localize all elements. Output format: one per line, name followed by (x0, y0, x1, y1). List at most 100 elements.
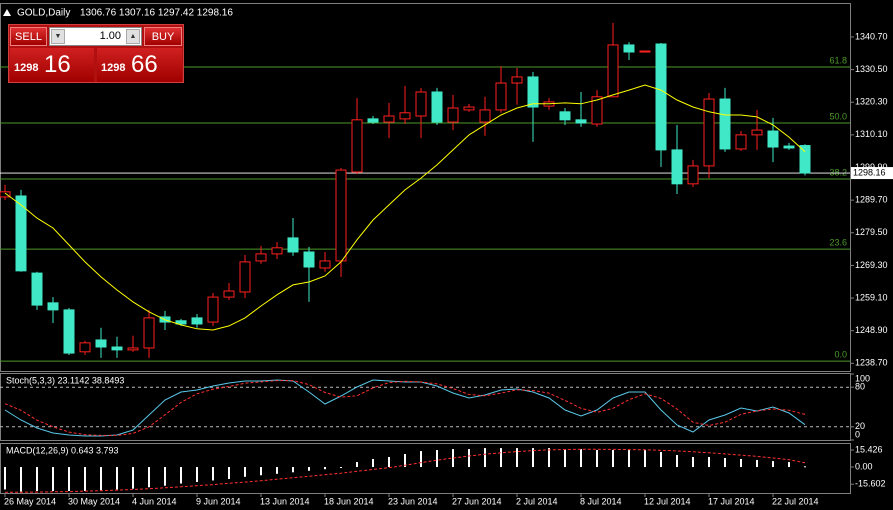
candle-body (367, 118, 379, 123)
candle-body (767, 130, 779, 148)
histogram-bar (244, 467, 246, 477)
histogram-bar (580, 449, 582, 468)
candle-body (463, 106, 475, 111)
indicator-line (4, 379, 806, 437)
histogram-bar (404, 454, 406, 468)
lot-increase[interactable]: ▲ (126, 29, 140, 44)
candle-body (655, 43, 667, 151)
candle-body (495, 82, 507, 111)
candle-body (687, 165, 699, 185)
fib-label: 50.0 (829, 111, 847, 121)
x-tick-label: 27 Jun 2014 (452, 496, 502, 506)
candle-body (783, 145, 795, 149)
candle-body (511, 76, 523, 84)
histogram-bar (484, 448, 486, 468)
candle-body (47, 302, 59, 311)
candle-body (559, 111, 571, 121)
symbol-title: GOLD,Daily (17, 8, 70, 19)
candle-body (399, 112, 411, 120)
x-tick-label: 18 Jun 2014 (324, 496, 374, 506)
histogram-bar (20, 467, 22, 492)
x-tick-label: 26 May 2014 (4, 496, 56, 506)
candle-body (0, 191, 11, 198)
y-tick-label: 1238.70 (855, 358, 888, 368)
histogram-bar (212, 467, 214, 481)
panel-frame (0, 443, 851, 494)
histogram-bar (740, 458, 742, 468)
candle-body (719, 98, 731, 150)
y-tick-label: 0.00 (855, 461, 873, 471)
histogram-bar (292, 467, 294, 473)
bid-base: 1298 (14, 62, 39, 74)
candle-body (351, 119, 363, 173)
histogram-bar (468, 449, 470, 468)
y-tick-label: 80 (855, 382, 865, 392)
histogram-bar (116, 467, 118, 490)
y-tick-label: 1340.70 (855, 31, 888, 41)
lot-value: 1.00 (99, 30, 121, 42)
indicator-title: MACD(12,26,9) 0.643 3.793 (6, 445, 119, 455)
indicator-line (4, 380, 806, 436)
y-tick-label: 1259.10 (855, 292, 888, 302)
candle-body (239, 261, 251, 293)
candle-body (575, 119, 587, 124)
histogram-bar (596, 450, 598, 468)
histogram-bar (532, 448, 534, 468)
candle-body (415, 91, 427, 117)
histogram-bar (4, 467, 6, 490)
candle-body (799, 145, 811, 174)
histogram-bar (68, 467, 70, 492)
plot-layer: 1340.70 1330.50 1320.30 1310.10 1299.90 1289.… (0, 3, 893, 506)
histogram-bar (452, 449, 454, 468)
y-tick-label: 1279.50 (855, 227, 888, 237)
histogram-bar (420, 451, 422, 468)
y-tick-label: 0 (855, 429, 860, 439)
lot-input[interactable]: ▼ 1.00 ▲ (49, 27, 142, 46)
x-tick-label: 30 May 2014 (68, 496, 120, 506)
histogram-bar (132, 467, 134, 489)
histogram-bar (324, 467, 326, 470)
y-tick-label: 1310.10 (855, 129, 888, 139)
histogram-bar (52, 467, 54, 492)
candle-body (607, 44, 619, 98)
bid-quote[interactable]: 1298 16 (10, 48, 94, 82)
indicator-title: Stoch(5,3,3) 23.1142 38.8493 (6, 375, 124, 385)
histogram-bar (772, 461, 774, 468)
candle-body (671, 149, 683, 185)
histogram-bar (148, 467, 150, 488)
x-tick-label: 13 Jun 2014 (260, 496, 310, 506)
histogram-bar (804, 466, 806, 468)
histogram-bar (676, 455, 678, 468)
candle-body (255, 253, 267, 262)
histogram-bar (388, 456, 390, 468)
y-tick-label: 100 (855, 373, 870, 383)
histogram-bar (660, 452, 662, 468)
candle-body (79, 342, 91, 353)
x-tick-label: 2 Jul 2014 (516, 496, 558, 506)
one-click-trading-panel: SELL ▼ 1.00 ▲ BUY 1298 16 1298 66 (8, 24, 184, 83)
y-tick-label: 1330.50 (855, 64, 888, 74)
candle-body (383, 115, 395, 123)
histogram-bar (100, 467, 102, 491)
sell-button[interactable]: SELL (10, 27, 47, 46)
y-tick-label: 1269.30 (855, 260, 888, 270)
ask-base: 1298 (101, 62, 126, 74)
x-tick-label: 17 Jul 2014 (708, 496, 755, 506)
buy-button[interactable]: BUY (144, 27, 182, 46)
panel-frame (0, 373, 851, 441)
histogram-bar (340, 467, 342, 469)
collapse-icon[interactable] (3, 9, 11, 16)
signal-line (4, 448, 806, 493)
x-tick-label: 23 Jun 2014 (388, 496, 438, 506)
histogram-bar (548, 448, 550, 468)
lot-decrease[interactable]: ▼ (51, 29, 65, 44)
candle-body (623, 44, 635, 53)
x-tick-label: 12 Jul 2014 (644, 496, 691, 506)
ask-quote[interactable]: 1298 66 (97, 48, 182, 82)
histogram-bar (372, 458, 374, 468)
candle-body (271, 247, 283, 255)
bid-pips: 16 (44, 51, 71, 78)
candle-body (639, 50, 651, 53)
